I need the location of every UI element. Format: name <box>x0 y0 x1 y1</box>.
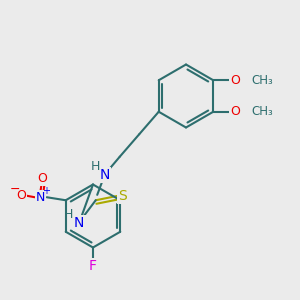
Text: N: N <box>100 168 110 182</box>
Text: O: O <box>37 172 47 185</box>
Text: H: H <box>64 208 74 221</box>
Text: N: N <box>74 216 84 230</box>
Text: +: + <box>42 186 50 196</box>
Text: CH₃: CH₃ <box>251 74 273 87</box>
Text: H: H <box>90 160 100 173</box>
Text: O: O <box>230 74 240 87</box>
Text: CH₃: CH₃ <box>251 105 273 118</box>
Text: S: S <box>118 189 127 203</box>
Text: O: O <box>230 105 240 118</box>
Text: O: O <box>16 189 26 202</box>
Text: N: N <box>35 191 45 204</box>
Text: −: − <box>10 183 21 196</box>
Text: F: F <box>89 259 97 273</box>
